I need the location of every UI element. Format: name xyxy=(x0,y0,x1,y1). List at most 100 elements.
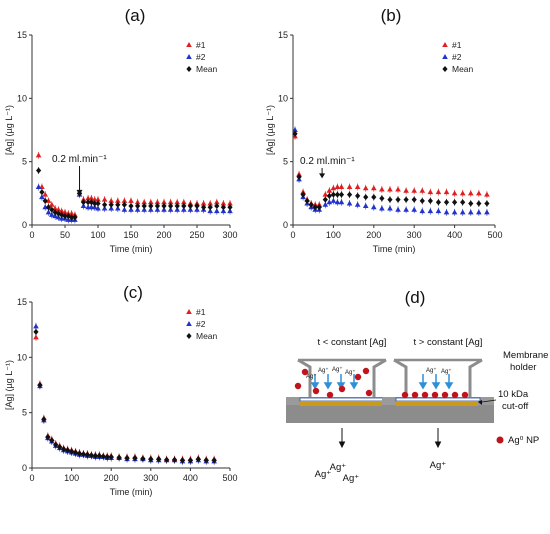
data-point xyxy=(69,214,75,221)
data-point xyxy=(39,189,45,196)
data-point xyxy=(322,196,328,203)
data-point xyxy=(338,184,345,189)
data-point xyxy=(379,186,385,192)
series-0 xyxy=(33,333,217,463)
data-point xyxy=(214,203,220,209)
data-point xyxy=(403,187,409,193)
data-point xyxy=(148,456,154,463)
ion-out-1: Ag⁺ xyxy=(330,462,347,473)
legend-label: Mean xyxy=(196,331,218,341)
x-tick-label: 0 xyxy=(29,230,34,240)
data-point xyxy=(61,446,67,453)
data-point xyxy=(427,208,434,214)
x-tick-label: 0 xyxy=(290,230,295,240)
data-point xyxy=(403,206,409,212)
data-point xyxy=(476,209,482,215)
x-axis-title: Time (min) xyxy=(110,244,153,254)
data-point xyxy=(227,200,233,206)
x-tick-label: 200 xyxy=(366,230,381,240)
legend-label: #1 xyxy=(196,40,206,50)
left-membrane-holder xyxy=(286,358,398,423)
data-point xyxy=(39,194,45,200)
y-tick-label: 0 xyxy=(283,220,288,230)
data-point xyxy=(128,197,134,203)
data-point xyxy=(346,191,353,198)
flow-arrows xyxy=(310,374,454,390)
panel-label: (b) xyxy=(381,6,402,25)
data-point xyxy=(92,452,98,459)
data-point xyxy=(326,192,332,199)
cutoff-label-2: cut-off xyxy=(502,401,529,412)
data-point xyxy=(33,328,39,335)
series-2 xyxy=(33,328,217,464)
data-point xyxy=(355,192,361,199)
data-point xyxy=(84,451,91,458)
x-tick-label: 400 xyxy=(447,230,462,240)
data-point xyxy=(322,191,329,197)
data-point xyxy=(403,196,409,203)
data-point xyxy=(354,201,361,207)
ion-label-4: Ag⁺ xyxy=(306,373,317,380)
data-point xyxy=(35,184,42,189)
data-point xyxy=(451,209,458,215)
data-point xyxy=(108,197,114,203)
data-point xyxy=(201,204,207,211)
data-point xyxy=(292,130,298,137)
ion-label-3: Ag⁺ xyxy=(345,369,356,376)
legend-marker xyxy=(442,54,448,59)
data-point xyxy=(220,204,226,211)
ion-label-5: Ag⁺ xyxy=(426,367,437,374)
data-point xyxy=(92,200,98,207)
right-membrane-holder xyxy=(382,358,494,423)
panel-label-d: (d) xyxy=(405,288,426,307)
x-tick-label: 300 xyxy=(143,473,158,483)
data-point xyxy=(467,190,474,196)
data-point xyxy=(174,203,180,209)
flow-annotation: 0.2 ml.min⁻¹ xyxy=(300,156,355,167)
ion-out-4: Ag⁺ xyxy=(430,460,447,471)
data-point xyxy=(203,457,209,464)
data-point xyxy=(41,416,47,423)
membrane-label-2: holder xyxy=(510,362,536,373)
data-point xyxy=(476,200,482,207)
left-ions-above: Ag⁺ Ag⁺ Ag⁺ Ag⁺ xyxy=(306,366,356,380)
data-point xyxy=(316,204,322,211)
data-point xyxy=(49,437,55,444)
data-point xyxy=(411,206,417,212)
data-point xyxy=(300,191,306,198)
data-point xyxy=(132,455,138,462)
data-point xyxy=(179,457,186,464)
data-point xyxy=(452,199,458,206)
np-legend-marker xyxy=(496,436,504,444)
data-point xyxy=(371,194,377,201)
ion-out-3: Ag⁺ xyxy=(343,473,360,484)
data-point xyxy=(100,453,106,460)
x-tick-label: 200 xyxy=(156,230,171,240)
data-point xyxy=(207,200,213,206)
data-point xyxy=(411,187,417,193)
data-point xyxy=(435,189,442,195)
data-point xyxy=(322,201,329,207)
data-point xyxy=(379,195,385,202)
y-tick-label: 0 xyxy=(22,463,27,473)
diagram-d: (d) t < constant [Ag] t > constant [Ag] xyxy=(286,288,548,484)
y-tick-label: 10 xyxy=(17,352,27,362)
data-point xyxy=(116,454,122,461)
data-point xyxy=(200,200,207,206)
legend-label: #2 xyxy=(452,52,462,62)
data-point xyxy=(435,208,442,214)
x-axis-title: Time (min) xyxy=(110,487,153,497)
data-point xyxy=(330,191,336,198)
data-point xyxy=(148,203,154,209)
data-point xyxy=(154,199,161,205)
x-tick-label: 150 xyxy=(123,230,138,240)
data-point xyxy=(371,185,377,191)
panel-label: (a) xyxy=(125,6,146,25)
data-point xyxy=(104,453,110,460)
data-point xyxy=(161,203,167,209)
data-point xyxy=(49,211,55,217)
data-point xyxy=(115,197,121,203)
data-point xyxy=(484,200,490,207)
legend-marker xyxy=(442,42,448,47)
legend-label: #1 xyxy=(196,307,206,317)
